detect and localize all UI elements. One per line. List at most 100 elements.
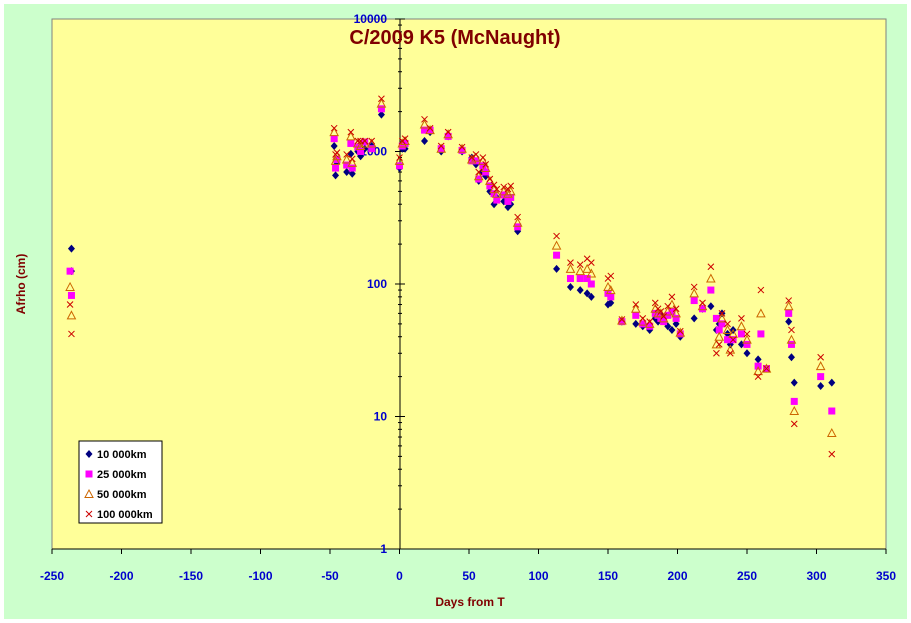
data-point	[607, 293, 615, 301]
data-point	[587, 292, 595, 301]
data-point	[347, 128, 355, 136]
data-point	[67, 291, 75, 299]
data-point	[817, 353, 825, 361]
legend-marker	[84, 488, 94, 498]
data-point	[437, 142, 445, 150]
data-point	[65, 281, 75, 291]
data-point	[788, 326, 795, 334]
data-point	[553, 251, 561, 259]
x-tick-label: -150	[179, 569, 203, 583]
data-point	[565, 263, 576, 273]
data-point	[486, 175, 494, 183]
data-point	[493, 185, 501, 193]
data-point	[787, 353, 795, 362]
data-point	[566, 282, 574, 291]
data-point	[346, 131, 356, 141]
data-point	[343, 151, 351, 158]
data-point	[660, 312, 667, 320]
data-point	[468, 154, 476, 161]
legend-label: 50 000km	[97, 489, 147, 501]
data-point	[676, 330, 684, 338]
data-point	[675, 327, 686, 337]
data-point	[753, 366, 763, 376]
data-point	[754, 373, 762, 380]
data-point	[333, 149, 341, 157]
data-point	[785, 297, 793, 304]
data-point	[706, 273, 716, 283]
y-tick-label: 10	[374, 410, 388, 424]
y-axis-title: Afrho (cm)	[14, 254, 28, 315]
data-point	[743, 330, 751, 338]
data-point	[789, 405, 800, 416]
data-point	[617, 315, 627, 325]
series-2	[65, 98, 837, 438]
legend-marker	[85, 450, 93, 458]
legend-label: 25 000km	[97, 469, 147, 481]
data-point	[361, 137, 369, 145]
data-point	[512, 217, 523, 227]
data-point	[504, 197, 512, 205]
data-point	[783, 301, 794, 311]
axes: -250 -200 -150 -100 -50 0 50 100 150 200 250 300 350…	[40, 12, 896, 583]
data-point	[376, 98, 387, 108]
data-point	[697, 301, 708, 311]
data-point	[421, 126, 429, 134]
data-point	[785, 309, 793, 317]
data-point	[475, 168, 483, 176]
data-point	[738, 315, 745, 322]
data-point	[491, 188, 502, 198]
data-point	[458, 146, 466, 154]
data-point	[715, 341, 723, 348]
data-point	[763, 365, 770, 372]
x-axis-title: Days from T	[435, 595, 505, 609]
data-point	[482, 160, 490, 168]
data-point	[786, 334, 797, 344]
data-point	[332, 151, 342, 161]
data-point	[651, 299, 659, 307]
data-point	[348, 155, 356, 163]
data-point	[348, 164, 356, 172]
data-point	[368, 145, 376, 153]
data-point	[472, 151, 480, 158]
data-point	[341, 154, 352, 164]
data-point	[471, 152, 481, 162]
data-point	[66, 267, 74, 275]
data-point	[490, 181, 498, 189]
data-point	[607, 298, 615, 307]
data-point	[815, 361, 826, 371]
data-point	[742, 334, 752, 344]
data-point	[718, 310, 726, 317]
data-point	[639, 320, 647, 328]
data-point	[707, 263, 715, 271]
data-point	[828, 407, 836, 415]
data-point	[486, 182, 494, 190]
data-point	[632, 319, 640, 328]
data-point	[426, 126, 434, 134]
data-point	[329, 127, 340, 137]
data-point	[478, 155, 488, 165]
data-point	[713, 349, 720, 357]
data-point	[699, 299, 706, 307]
data-point	[473, 171, 484, 181]
data-point	[583, 275, 591, 283]
data-point	[480, 162, 491, 173]
data-point	[618, 316, 626, 323]
data-point	[507, 182, 515, 190]
data-point	[754, 355, 762, 364]
data-point	[690, 283, 698, 291]
data-point	[817, 381, 825, 390]
data-point	[672, 305, 680, 313]
data-point	[639, 315, 647, 322]
data-point	[737, 330, 745, 338]
data-point	[500, 183, 508, 191]
legend-label: 10 000km	[97, 449, 147, 461]
data-point	[347, 139, 355, 147]
data-point	[378, 95, 385, 103]
chart-title: C/2009 K5 (McNaught)	[349, 27, 560, 49]
data-point	[394, 155, 405, 165]
data-point	[330, 155, 341, 165]
data-point	[728, 328, 738, 338]
data-point	[668, 293, 676, 301]
data-point	[368, 137, 376, 145]
x-tick-label: -50	[321, 569, 339, 583]
